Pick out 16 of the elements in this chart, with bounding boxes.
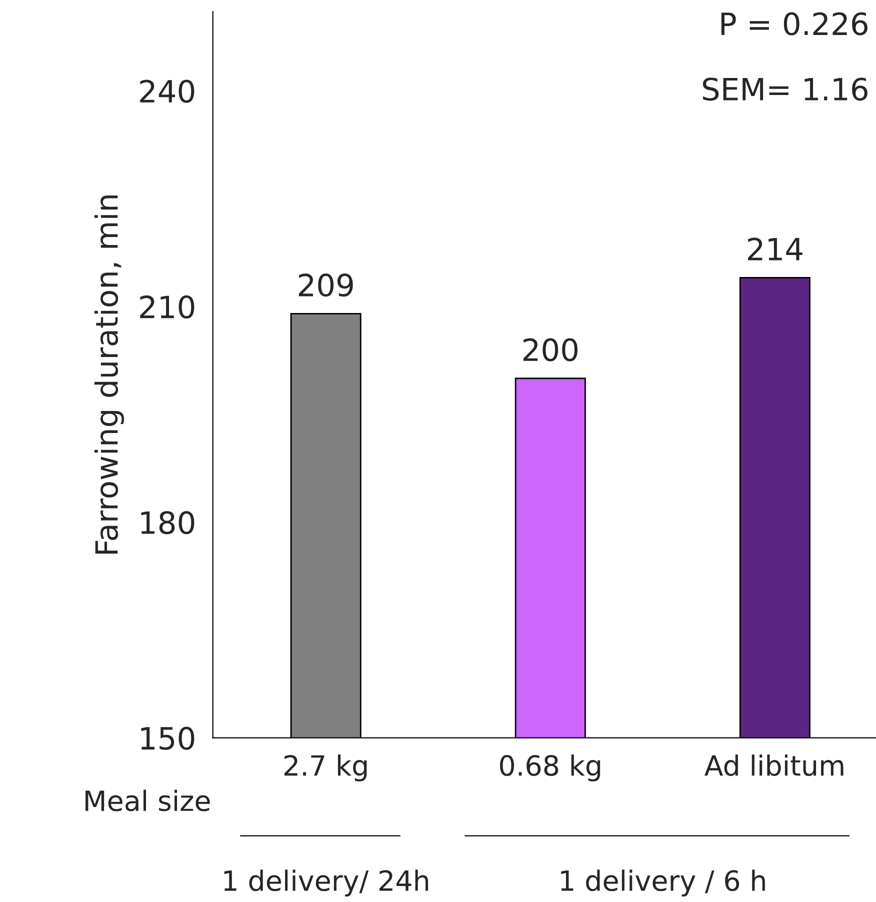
data-label: 200 (523, 338, 578, 362)
text: 1 delivery/ 24h (224, 870, 428, 896)
y-tick-label: 240 (140, 80, 194, 103)
text: 1 delivery / 6 h (561, 870, 765, 896)
x-tick-label: 0.68 kg (500, 754, 600, 782)
y-tick-label: 150 (141, 726, 194, 750)
y-tick-label: 180 (141, 511, 194, 534)
annotation: SEM= 1.16 (702, 78, 868, 101)
y-tick-label: 210 (140, 295, 194, 319)
y-axis-title: Farrowing duration, min (94, 196, 124, 554)
annotation: P = 0.226 (721, 12, 868, 36)
x-tick-label: Ad libitum (704, 754, 844, 776)
x-tick-label: 2.7 kg (284, 754, 367, 782)
data-label: 209 (298, 274, 353, 297)
data-label: 214 (748, 238, 802, 260)
text: Meal size (86, 790, 210, 812)
